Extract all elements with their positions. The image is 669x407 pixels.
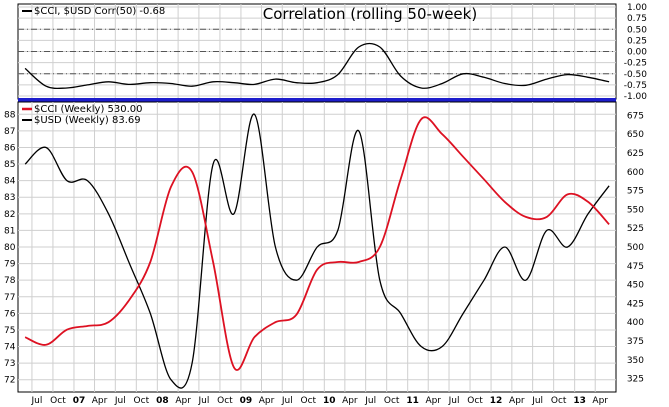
cci-tick-label: 650	[627, 130, 644, 140]
correlation-y-tick-label: 0.25	[627, 36, 647, 46]
x-tick-label: Apr	[425, 396, 441, 406]
cci-tick-label: 350	[627, 356, 644, 366]
cci-tick-label: 450	[627, 281, 644, 291]
x-tick-label: Oct	[301, 396, 317, 406]
usd-tick-label: 82	[4, 210, 15, 220]
correlation-y-tick-label: -0.25	[624, 59, 647, 69]
cci-tick-label: 375	[627, 337, 644, 347]
cci-tick-label: 600	[627, 168, 644, 178]
usd-tick-label: 80	[4, 243, 16, 253]
x-tick-label: Oct	[384, 396, 400, 406]
x-tick-label: Jul	[197, 396, 209, 406]
x-tick-label: Jul	[531, 396, 543, 406]
usd-tick-label: 78	[4, 276, 16, 286]
usd-tick-label: 76	[4, 309, 16, 319]
usd-tick-label: 81	[4, 226, 15, 236]
correlation-line	[24, 42, 610, 90]
x-tick-label: Apr	[175, 396, 191, 406]
x-tick-label: Jul	[31, 396, 43, 406]
price-panel: 88 87 86 85 84 83 82 81 80 79 78 77 76 75 74 73 72 675 65…	[4, 101, 644, 406]
x-tick-label: Jul	[448, 396, 460, 406]
correlation-panel: 1.000.750.500.25 0.00-0.25-0.50-0.75-1.00…	[17, 3, 648, 102]
cci-axis-ticks: 675 650 625 600 575 550 525 500 475 450 425 400 375 3…	[627, 111, 644, 384]
x-axis-ticks: Jul Oct 07 Apr Jul Oct 08 Apr Jul Oct 09 Apr Jul Oct 1…	[31, 396, 609, 406]
cci-tick-label: 400	[627, 318, 644, 328]
x-tick-label: 08	[156, 396, 169, 406]
x-tick-label: Apr	[92, 396, 108, 406]
correlation-y-tick-label: -1.00	[624, 92, 648, 102]
correlation-y-tick-label: -0.50	[624, 70, 648, 80]
cci-tick-label: 550	[627, 205, 644, 215]
cci-tick-label: 525	[627, 224, 644, 234]
panel-separator	[18, 98, 616, 102]
usd-tick-label: 86	[4, 143, 16, 153]
x-tick-label: 12	[490, 396, 503, 406]
cci-line	[24, 116, 610, 371]
x-tick-label: 13	[573, 396, 586, 406]
cci-tick-label: 475	[627, 262, 644, 272]
usd-axis-ticks: 88 87 86 85 84 83 82 81 80 79 78 77 76 75 74 73 72	[4, 110, 16, 385]
usd-tick-label: 75	[4, 326, 15, 336]
x-tick-label: Jul	[364, 396, 376, 406]
usd-tick-label: 88	[4, 110, 16, 120]
correlation-reference-lines	[18, 28, 616, 75]
usd-tick-label: 83	[4, 193, 15, 203]
usd-tick-label: 77	[4, 293, 15, 303]
cci-tick-label: 675	[627, 111, 644, 121]
cci-tick-label: 625	[627, 149, 644, 159]
x-tick-label: Oct	[551, 396, 567, 406]
x-tick-label: Jul	[281, 396, 293, 406]
usd-legend-label: $USD (Weekly) 83.69	[34, 115, 141, 126]
x-tick-label: Apr	[509, 396, 525, 406]
x-tick-label: Jul	[114, 396, 126, 406]
x-tick-label: Oct	[467, 396, 483, 406]
x-tick-label: 10	[323, 396, 336, 406]
x-tick-label: 09	[240, 396, 253, 406]
x-tick-label: Apr	[342, 396, 358, 406]
correlation-y-tick-label: 0.75	[627, 14, 647, 24]
x-tick-label: Oct	[217, 396, 233, 406]
correlation-y-tick-label: -0.75	[624, 81, 647, 91]
price-grid	[18, 102, 616, 392]
cci-tick-label: 425	[627, 299, 644, 309]
usd-tick-label: 85	[4, 160, 15, 170]
x-tick-label: 11	[406, 396, 419, 406]
x-tick-label: Apr	[592, 396, 608, 406]
cci-legend-label: $CCI (Weekly) 530.00	[34, 104, 143, 115]
x-tick-label: Oct	[134, 396, 150, 406]
x-tick-label: 07	[73, 396, 86, 406]
usd-tick-label: 79	[4, 260, 16, 270]
cci-tick-label: 325	[627, 375, 644, 385]
correlation-y-ticks: 1.000.750.500.25 0.00-0.25-0.50-0.75-1.00	[624, 3, 648, 102]
correlation-y-tick-label: 0.00	[627, 48, 647, 58]
usd-tick-label: 73	[4, 359, 15, 369]
correlation-title: Correlation (rolling 50-week)	[263, 5, 477, 23]
correlation-y-tick-label: 1.00	[627, 3, 647, 13]
usd-tick-label: 72	[4, 376, 15, 386]
cci-tick-label: 500	[627, 243, 644, 253]
cci-tick-label: 575	[627, 187, 644, 197]
correlation-y-tick-label: 0.50	[627, 25, 647, 35]
usd-tick-label: 74	[4, 343, 16, 353]
correlation-legend-label: $CCI, $USD Corr(50) -0.68	[34, 6, 165, 17]
x-tick-label: Apr	[259, 396, 275, 406]
x-tick-label: Oct	[50, 396, 66, 406]
usd-line	[24, 113, 610, 389]
usd-tick-label: 84	[4, 177, 16, 187]
usd-tick-label: 87	[4, 127, 15, 137]
